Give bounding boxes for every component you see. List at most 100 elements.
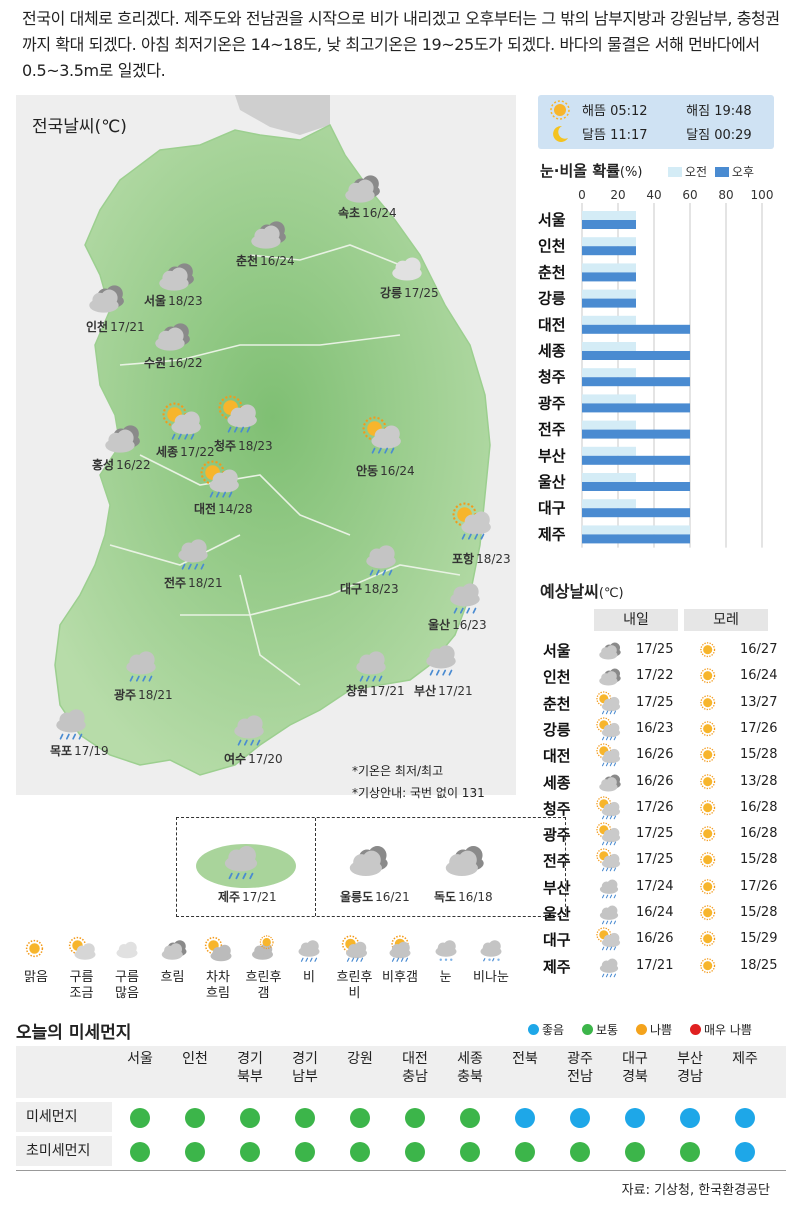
sun-cloud-rain-icon <box>452 502 494 548</box>
rain-icon <box>596 901 622 931</box>
dust-level-dot <box>185 1108 205 1128</box>
dust-legend-dot <box>636 1024 647 1035</box>
forecast-day1-temp: 17/25 <box>636 826 674 842</box>
city-name: 광주 <box>114 688 137 702</box>
dust-title: 오늘의 미세먼지 <box>16 1023 132 1043</box>
dust-legend-label: 보통 <box>596 1023 619 1037</box>
dust-region-header: 인천 <box>182 1051 208 1067</box>
forecast-row: 서울 17/25 16/27 <box>540 638 780 664</box>
forecast-day2-temp: 15/28 <box>740 852 778 868</box>
dust-legend-item: 좋음 <box>528 1021 564 1038</box>
forecast-city: 제주 <box>543 957 571 976</box>
rain-icon <box>596 954 622 984</box>
sunny-icon <box>696 822 722 852</box>
dust-level-dot <box>680 1108 700 1128</box>
city-name: 대구 <box>340 582 363 596</box>
dust-level-dot <box>405 1108 425 1128</box>
rain-or-snow-icon <box>467 935 515 970</box>
dust-legend-dot <box>582 1024 593 1035</box>
legend-label: 구름 조금 <box>69 970 94 1001</box>
city-temp: 16/24 <box>362 206 397 220</box>
sun-icon <box>550 100 570 120</box>
forecast-city: 서울 <box>543 642 571 660</box>
precip-category-label: 세종 <box>538 342 566 360</box>
sun-cloud-rain-icon <box>362 416 404 462</box>
sun-cloud-rain-icon <box>200 460 242 506</box>
sun-cloud-rain-icon <box>596 690 622 721</box>
city-name: 서울 <box>144 294 167 308</box>
city-name: 홍성 <box>92 458 115 472</box>
cloudy-icon <box>154 256 196 302</box>
snow-icon <box>422 935 470 970</box>
bar-am-3 <box>582 289 636 299</box>
sunny-icon <box>696 638 722 668</box>
dust-legend-item: 보통 <box>582 1021 618 1038</box>
dust-region-header: 세종 충북 <box>457 1051 483 1085</box>
bar-am-2 <box>582 263 636 273</box>
city-label-18: 목포 17/19 <box>50 742 109 759</box>
legend-item: 흐림 <box>149 935 197 986</box>
mostly-cloudy-icon <box>103 935 151 970</box>
dust-level-dot <box>735 1108 755 1128</box>
precip-tick-label: 100 <box>751 188 774 202</box>
sun-cloud-rain-icon <box>596 743 622 773</box>
city-temp: 18/21 <box>188 576 223 590</box>
island-name: 제주 <box>218 890 241 904</box>
dust-level-dot <box>735 1142 755 1162</box>
forecast-day2-temp: 13/27 <box>740 694 778 710</box>
dust-level-dot <box>460 1142 480 1162</box>
rain-icon <box>420 638 462 684</box>
mostly-cloudy-icon <box>386 248 428 294</box>
dust-level-dot <box>130 1142 150 1162</box>
moonrise-time: 11:17 <box>610 128 648 143</box>
city-label-4: 인천 17/21 <box>86 318 145 335</box>
dust-level-dot <box>350 1142 370 1162</box>
legend-label: 비후갬 <box>382 970 418 985</box>
rain-icon <box>444 576 486 622</box>
legend-item: 비후갬 <box>376 935 424 986</box>
forecast-day2-temp: 17/26 <box>740 878 778 894</box>
bar-pm-12 <box>582 534 690 544</box>
rain-icon <box>228 708 270 754</box>
dust-legend-dot <box>528 1024 539 1035</box>
precip-tick-label: 0 <box>578 188 586 202</box>
cloudy-icon <box>246 214 288 260</box>
legend-item: 차차 흐림 <box>194 935 242 1002</box>
cloudy-icon <box>340 168 382 214</box>
forecast-city: 강릉 <box>543 720 571 739</box>
city-name: 부산 <box>414 684 437 698</box>
forecast-city: 세종 <box>543 773 571 792</box>
precip-category-label: 부산 <box>538 447 566 465</box>
bar-pm-4 <box>582 324 690 334</box>
sunny-icon <box>696 927 722 957</box>
city-temp: 16/24 <box>380 464 415 478</box>
cloudy-icon <box>100 418 142 464</box>
dust-level-dot <box>515 1142 535 1162</box>
city-label-6: 세종 17/22 <box>156 443 215 460</box>
city-name: 대전 <box>194 502 217 516</box>
dust-level-dot <box>185 1142 205 1162</box>
forecast-day2-temp: 17/26 <box>740 720 778 736</box>
legend-item: 흐린후 갬 <box>240 935 288 1002</box>
island-label-0: 제주 17/21 <box>218 888 277 905</box>
precip-title: 눈·비올 확률(%) <box>540 160 642 181</box>
city-temp: 17/21 <box>110 320 145 334</box>
legend-item: 구름 조금 <box>58 935 106 1002</box>
forecast-city: 울산 <box>543 905 571 923</box>
forecast-day2-header: 모레 <box>684 609 768 631</box>
island-temp: 16/18 <box>458 890 493 904</box>
city-temp: 17/21 <box>370 684 405 698</box>
forecast-city: 부산 <box>543 878 571 897</box>
cloudy-icon <box>344 838 390 888</box>
forecast-day1-temp: 16/24 <box>636 905 674 920</box>
bar-pm-5 <box>582 351 690 360</box>
precip-title-text: 눈·비올 확률 <box>540 162 620 180</box>
precip-unit: (%) <box>619 165 643 180</box>
dust-legend-item: 나쁨 <box>636 1021 672 1038</box>
dust-region-header: 서울 <box>127 1051 153 1067</box>
bar-am-9 <box>582 446 636 456</box>
bar-am-10 <box>582 473 636 482</box>
moonset-time: 00:29 <box>714 128 752 143</box>
dust-region-header: 광주 전남 <box>567 1051 593 1085</box>
dust-region-header: 경기 북부 <box>237 1051 263 1085</box>
